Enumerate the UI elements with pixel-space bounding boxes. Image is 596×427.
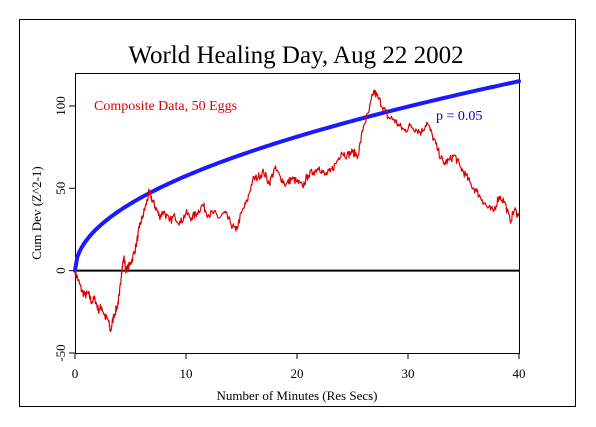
composite-data-label: Composite Data, 50 Eggs (94, 99, 237, 114)
p-value-label: p = 0.05 (436, 109, 482, 124)
x-tick-label: 20 (291, 366, 304, 381)
x-tick-label: 30 (402, 366, 415, 381)
x-tick-label: 40 (513, 366, 526, 381)
y-tick-label: 100 (53, 96, 68, 116)
composite-data-line (74, 89, 520, 333)
axis-ticks: 0 10 20 30 40 -50 0 50 100 (53, 96, 526, 381)
y-axis-label: Cum Dev (Z^2-1) (29, 166, 44, 259)
y-tick-label: -50 (53, 344, 68, 361)
outer-frame (19, 19, 576, 407)
y-tick-label: 0 (53, 267, 68, 274)
p-envelope-line (73, 79, 521, 273)
chart-title: World Healing Day, Aug 22 2002 (128, 42, 463, 69)
x-tick-label: 10 (180, 366, 193, 381)
x-axis-label: Number of Minutes (Res Secs) (216, 388, 377, 403)
x-tick-label: 0 (72, 366, 79, 381)
y-tick-label: 50 (53, 182, 68, 195)
